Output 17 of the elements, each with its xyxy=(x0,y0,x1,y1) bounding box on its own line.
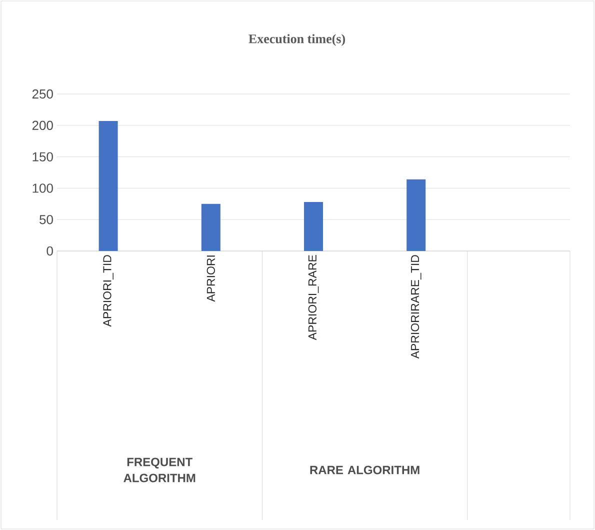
y-tick-label: 200 xyxy=(32,120,53,130)
x-tick-label: APRIORIRARE_TID xyxy=(410,255,422,359)
x-tick-label: APRIORI_RARE xyxy=(308,255,319,340)
y-tick-label: 150 xyxy=(32,152,53,162)
x-tick-label: APRIORI_TID xyxy=(103,255,114,327)
y-tick-label: 250 xyxy=(32,89,53,99)
bar xyxy=(304,202,323,251)
text: RARE ALGORITHM xyxy=(310,466,420,474)
bar xyxy=(406,179,426,251)
x-tick-label: APRIORI xyxy=(206,256,215,302)
text: FREQUENT ALGORITHM xyxy=(124,458,196,482)
chart-title: Execution time(s) xyxy=(248,34,345,46)
y-tick-label: 100 xyxy=(32,184,53,193)
bar xyxy=(98,121,118,251)
y-tick-label: 0 xyxy=(46,246,53,256)
y-tick-label: 50 xyxy=(40,214,53,224)
bar xyxy=(201,204,220,251)
